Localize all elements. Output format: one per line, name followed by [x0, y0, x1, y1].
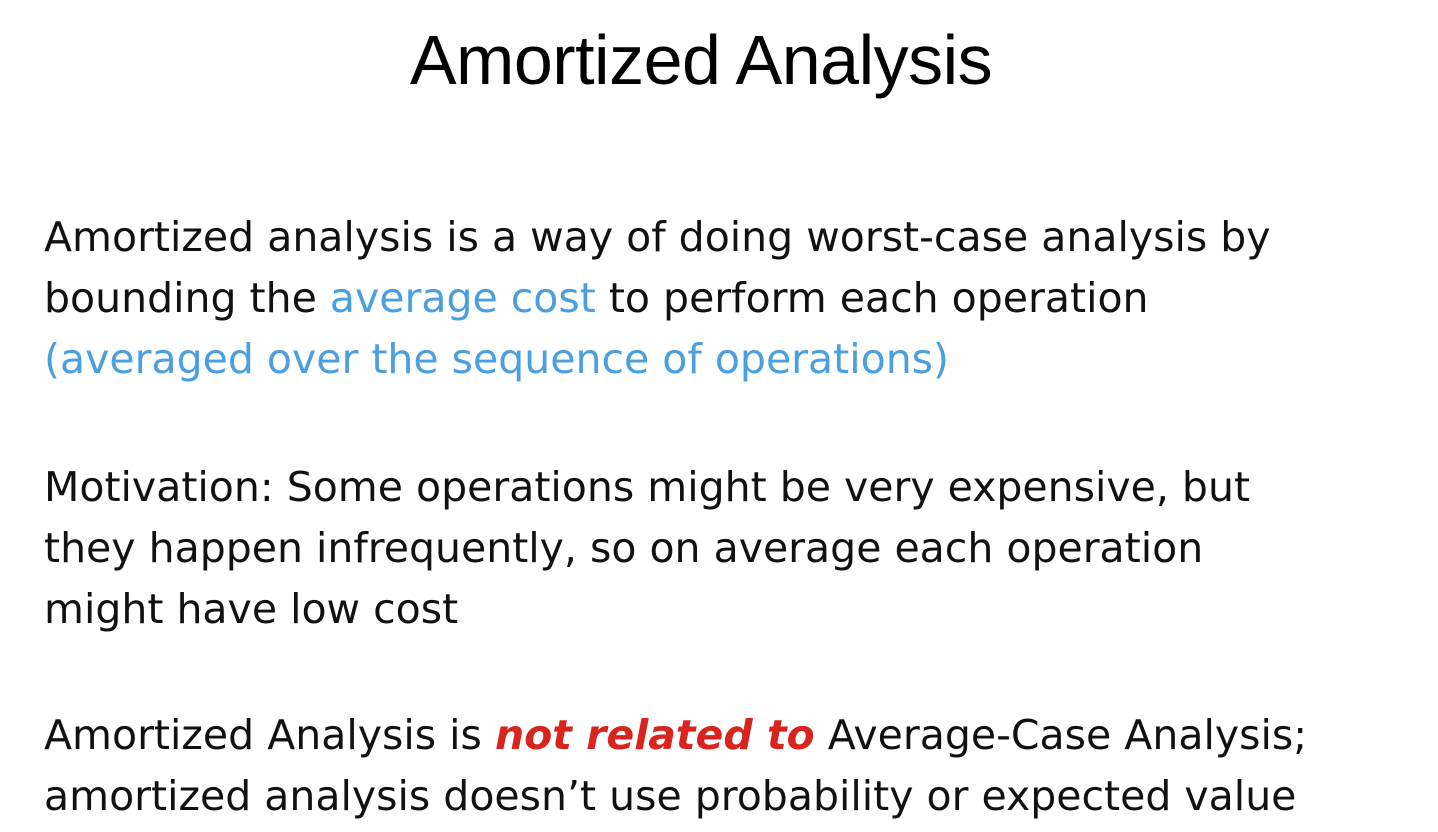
- distinction-line-1-suffix: Average-Case Analysis;: [814, 711, 1308, 759]
- motivation-paragraph: Motivation: Some operations might be ver…: [44, 457, 1434, 640]
- definition-line-2: bounding the average cost to perform eac…: [44, 268, 1434, 329]
- motivation-line-3: might have low cost: [44, 585, 459, 633]
- distinction-line-2: amortized analysis doesn’t use probabili…: [44, 772, 1297, 820]
- definition-line-1: Amortized analysis is a way of doing wor…: [44, 213, 1271, 261]
- average-cost-highlight: average cost: [329, 274, 596, 322]
- definition-line-2-suffix: to perform each operation: [595, 274, 1149, 322]
- distinction-line-1: Amortized Analysis is not related to Ave…: [44, 705, 1434, 766]
- motivation-line-1: Motivation: Some operations might be ver…: [44, 463, 1251, 511]
- averaged-note-highlight: (averaged over the sequence of operation…: [44, 335, 950, 383]
- slide-title: Amortized Analysis: [409, 21, 993, 99]
- distinction-paragraph: Amortized Analysis is not related to Ave…: [44, 705, 1434, 827]
- definition-paragraph: Amortized analysis is a way of doing wor…: [44, 207, 1434, 390]
- not-related-emphasis: not related to: [494, 711, 815, 759]
- distinction-line-1-prefix: Amortized Analysis is: [44, 711, 495, 759]
- motivation-line-2: they happen infrequently, so on average …: [44, 524, 1204, 572]
- definition-line-2-prefix: bounding the: [44, 274, 330, 322]
